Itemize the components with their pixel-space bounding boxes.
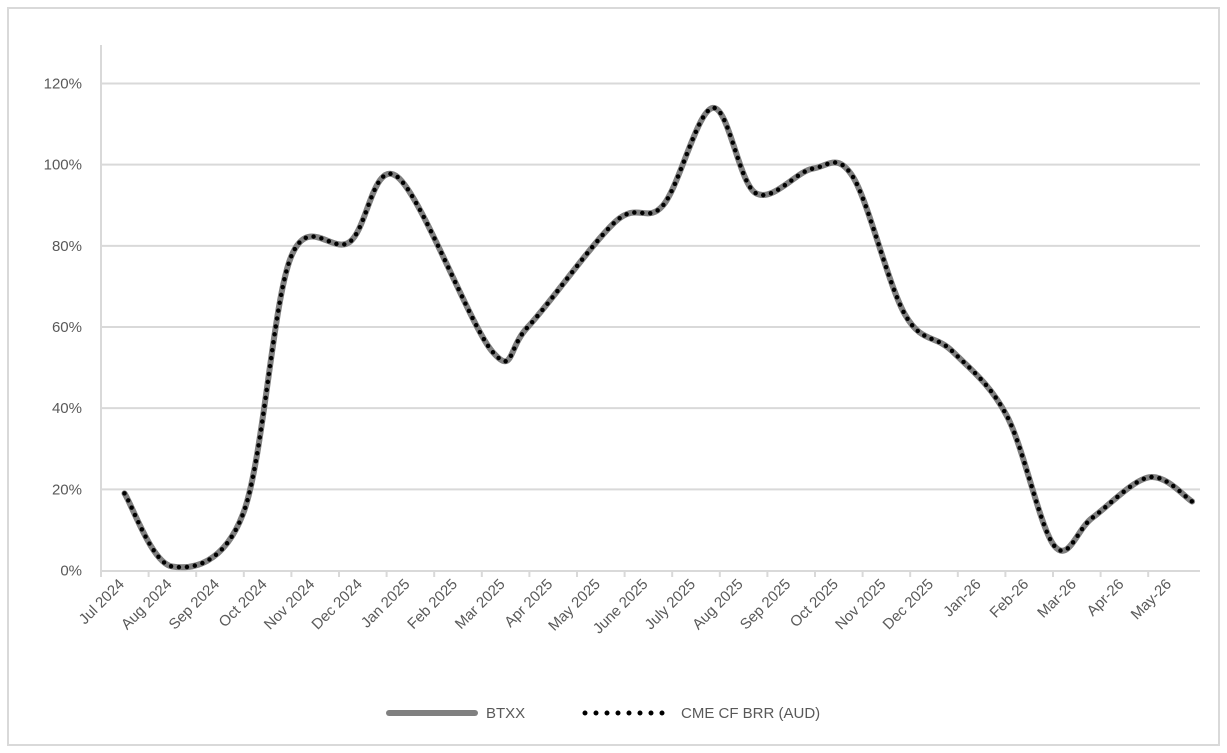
x-tick-label: Sep 2025 xyxy=(737,576,794,633)
axes xyxy=(100,45,1200,577)
x-tick-label: Aug 2025 xyxy=(689,576,746,633)
x-tick-label: Nov 2024 xyxy=(261,576,318,633)
x-tick-label: Aug 2024 xyxy=(118,576,175,633)
series-line-btxx xyxy=(121,104,1196,571)
y-tick-label: 60% xyxy=(52,319,82,336)
y-tick-label: 0% xyxy=(60,563,82,580)
gridlines xyxy=(101,82,1200,491)
y-tick-label: 20% xyxy=(52,481,82,498)
legend: BTXX CME CF BRR (AUD) xyxy=(386,705,820,722)
y-axis-tick-labels: 0% 20% 40% 60% 80% 100% 120% xyxy=(44,76,82,580)
chart-frame xyxy=(7,7,1220,746)
x-tick-label: Apr-26 xyxy=(1084,576,1128,620)
x-tick-label: May-26 xyxy=(1128,576,1175,623)
x-tick-label: Dec 2025 xyxy=(880,576,937,633)
x-tick-label: Feb-26 xyxy=(987,576,1033,622)
x-tick-label: Nov 2025 xyxy=(832,576,889,633)
x-tick-label: Feb 2025 xyxy=(404,576,461,633)
x-tick-label: Dec 2024 xyxy=(308,576,365,633)
series-lines xyxy=(121,104,1196,571)
legend-label-btxx: BTXX xyxy=(486,705,525,722)
y-tick-label: 40% xyxy=(52,400,82,417)
x-tick-label: Jan-26 xyxy=(940,576,984,620)
y-tick-label: 80% xyxy=(52,238,82,255)
y-tick-label: 100% xyxy=(44,157,82,174)
x-tick-label: Mar-26 xyxy=(1034,576,1080,622)
x-tick-label: July 2025 xyxy=(642,576,699,633)
series-line-cme-cf-brr-aud xyxy=(122,105,1195,570)
x-tick-label: Jan 2025 xyxy=(358,576,414,632)
legend-label-cme-cf-brr-aud: CME CF BRR (AUD) xyxy=(681,705,820,722)
y-tick-label: 120% xyxy=(44,76,82,93)
x-tick-label: Sep 2024 xyxy=(166,576,223,633)
x-tick-label: Mar 2025 xyxy=(452,576,509,633)
